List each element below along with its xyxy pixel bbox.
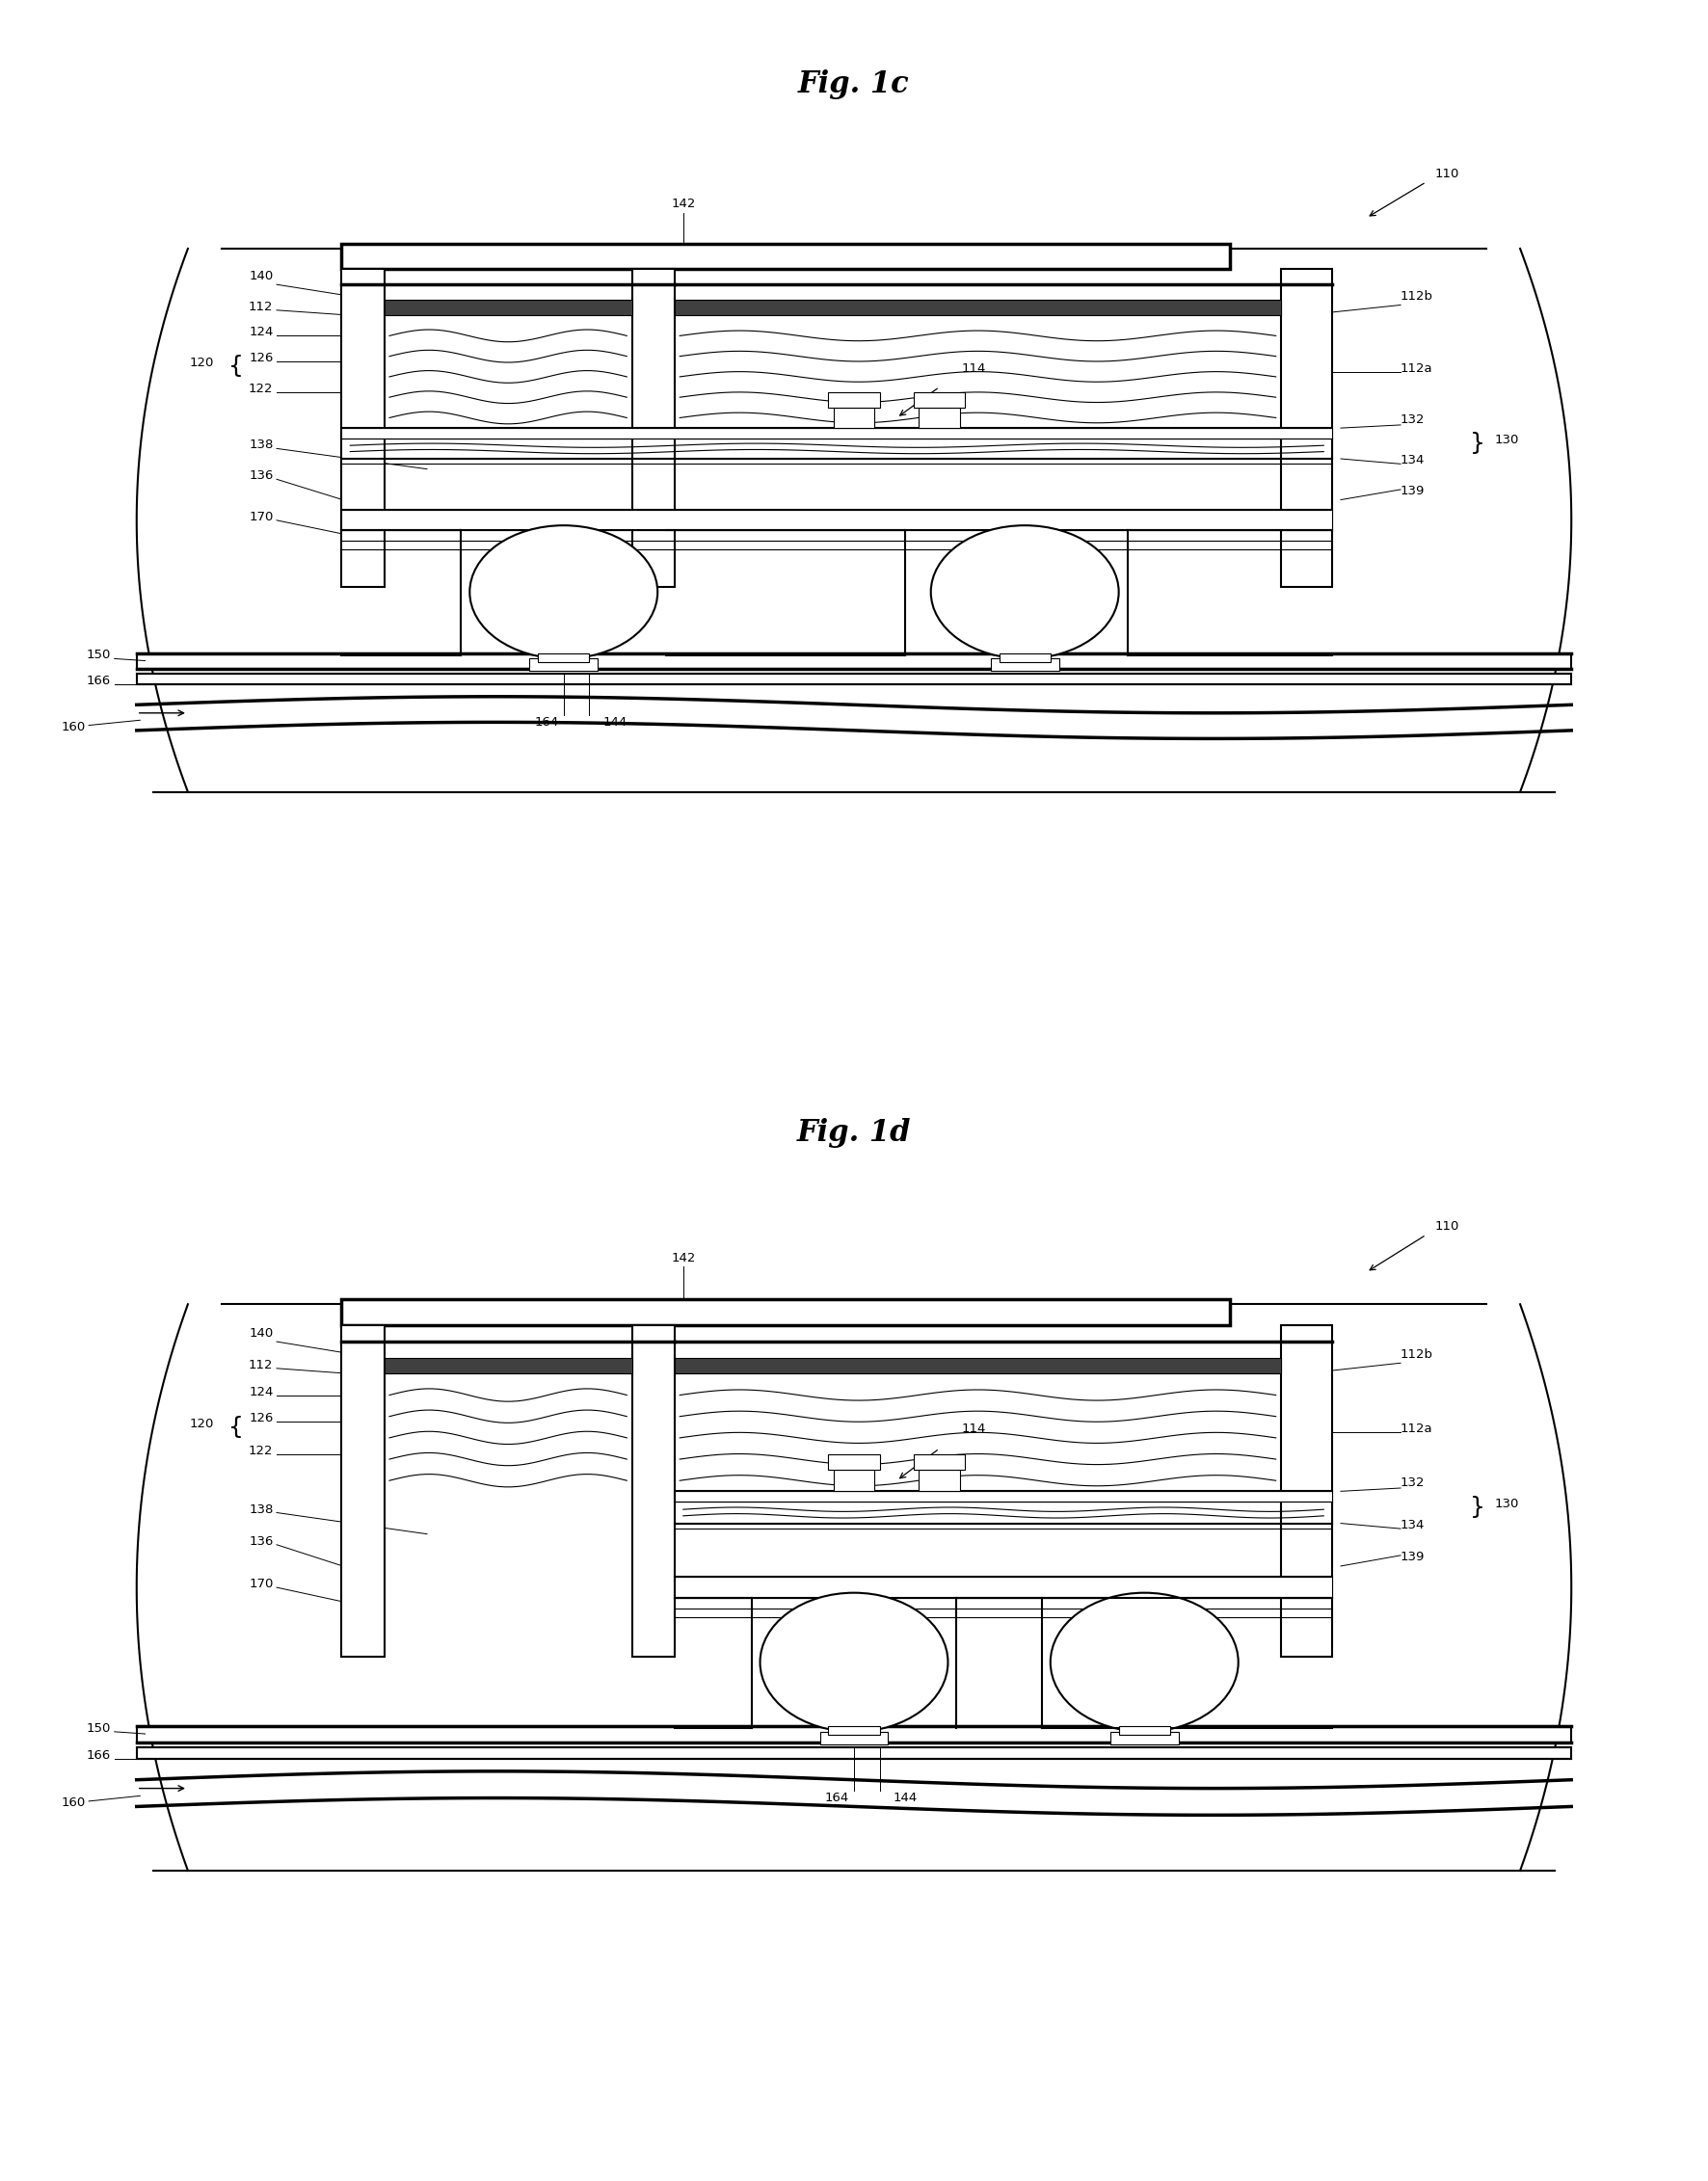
- Text: 138: 138: [249, 438, 273, 451]
- Text: 150: 150: [87, 650, 111, 661]
- Bar: [828, 393, 880, 408]
- Bar: [632, 1326, 675, 1658]
- Bar: [137, 674, 1571, 685]
- Bar: [914, 393, 965, 408]
- Text: 164: 164: [535, 715, 559, 728]
- Text: 120: 120: [190, 1418, 214, 1431]
- Bar: [529, 659, 598, 672]
- Bar: [919, 408, 960, 427]
- Bar: [137, 1747, 1571, 1758]
- Bar: [137, 1727, 1571, 1743]
- Text: 126: 126: [249, 1411, 273, 1424]
- Text: 112a: 112a: [1401, 362, 1433, 375]
- Text: 166: 166: [87, 1749, 111, 1762]
- Text: Fig. 1d: Fig. 1d: [798, 1119, 910, 1147]
- Bar: [919, 1470, 960, 1492]
- Bar: [342, 427, 1332, 438]
- Text: 164: 164: [825, 1791, 849, 1804]
- Ellipse shape: [931, 526, 1119, 659]
- Bar: [137, 654, 1571, 670]
- Bar: [834, 408, 874, 427]
- Text: 142: 142: [671, 198, 695, 212]
- Text: Fig. 1c: Fig. 1c: [798, 70, 910, 100]
- Text: 136: 136: [249, 1535, 273, 1549]
- Bar: [342, 268, 384, 587]
- Text: 124: 124: [249, 327, 273, 338]
- Bar: [1110, 1732, 1179, 1745]
- Text: 112a: 112a: [1401, 1422, 1433, 1435]
- Text: 122: 122: [249, 382, 273, 395]
- Text: 122: 122: [249, 1444, 273, 1457]
- Bar: [834, 1470, 874, 1492]
- Bar: [1119, 1727, 1170, 1734]
- Text: 160: 160: [61, 1797, 85, 1810]
- Bar: [342, 244, 1230, 268]
- Text: 110: 110: [1435, 1219, 1459, 1232]
- Ellipse shape: [470, 526, 658, 659]
- Text: 140: 140: [249, 270, 273, 281]
- Text: 142: 142: [671, 1252, 695, 1265]
- Text: 144: 144: [893, 1791, 917, 1804]
- Text: 170: 170: [249, 1577, 273, 1590]
- Bar: [675, 1492, 1332, 1503]
- Bar: [914, 1455, 965, 1470]
- Text: {: {: [229, 356, 243, 377]
- Bar: [999, 654, 1050, 661]
- Text: 144: 144: [603, 715, 627, 728]
- Text: {: {: [229, 1415, 243, 1439]
- Bar: [991, 659, 1059, 672]
- Bar: [1281, 268, 1332, 587]
- Bar: [384, 1357, 632, 1374]
- Bar: [675, 1503, 1332, 1522]
- Text: 132: 132: [1401, 1477, 1424, 1490]
- Text: 124: 124: [249, 1385, 273, 1398]
- Text: 160: 160: [61, 720, 85, 733]
- Text: 136: 136: [249, 469, 273, 482]
- Text: 166: 166: [87, 674, 111, 687]
- Text: 138: 138: [249, 1503, 273, 1516]
- Text: 130: 130: [1494, 434, 1518, 447]
- Text: 170: 170: [249, 510, 273, 523]
- Text: 139: 139: [1401, 1551, 1424, 1564]
- Text: 134: 134: [1401, 1518, 1424, 1531]
- Text: 110: 110: [1435, 168, 1459, 179]
- Bar: [1281, 1326, 1332, 1658]
- Bar: [820, 1732, 888, 1745]
- Text: 114: 114: [962, 1422, 986, 1435]
- Text: 132: 132: [1401, 412, 1424, 425]
- Ellipse shape: [1050, 1592, 1238, 1732]
- Text: 114: 114: [962, 362, 986, 375]
- Ellipse shape: [760, 1592, 948, 1732]
- Text: 134: 134: [1401, 454, 1424, 467]
- Bar: [632, 268, 675, 587]
- Bar: [342, 1326, 384, 1658]
- Text: 112: 112: [249, 1359, 273, 1372]
- Text: 112b: 112b: [1401, 1348, 1433, 1361]
- Text: 150: 150: [87, 1723, 111, 1734]
- Text: 112b: 112b: [1401, 290, 1433, 303]
- Text: }: }: [1469, 432, 1486, 456]
- Bar: [342, 510, 1332, 530]
- Bar: [675, 1577, 1332, 1599]
- Bar: [342, 438, 1332, 458]
- Text: 130: 130: [1494, 1498, 1518, 1509]
- Bar: [538, 654, 589, 661]
- Text: 140: 140: [249, 1326, 273, 1339]
- Bar: [342, 1300, 1230, 1326]
- Bar: [675, 299, 1281, 316]
- Bar: [828, 1455, 880, 1470]
- Text: 112: 112: [249, 301, 273, 314]
- Bar: [384, 299, 632, 316]
- Text: 120: 120: [190, 358, 214, 369]
- Bar: [828, 1727, 880, 1734]
- Text: }: }: [1469, 1496, 1486, 1518]
- Text: 126: 126: [249, 351, 273, 364]
- Bar: [675, 1357, 1281, 1374]
- Text: 139: 139: [1401, 484, 1424, 497]
